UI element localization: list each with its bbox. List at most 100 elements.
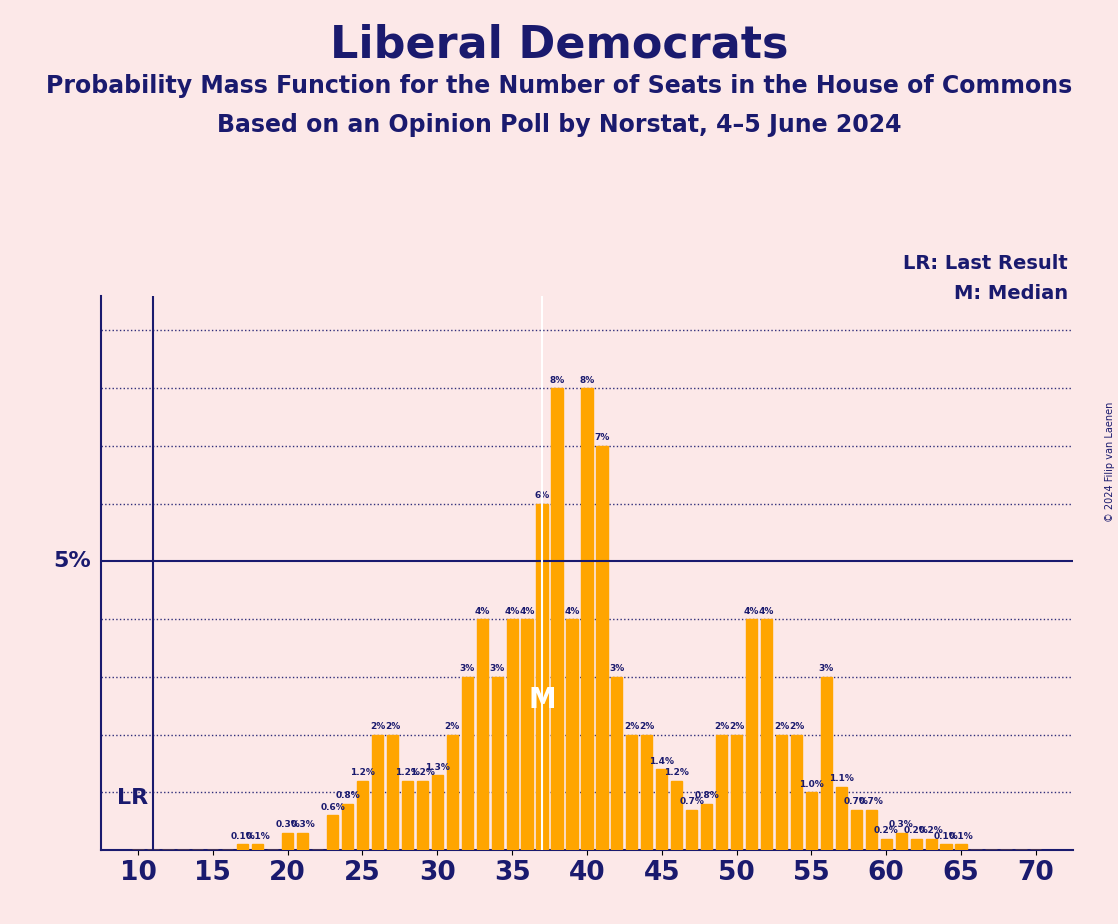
Text: 3%: 3% (818, 664, 834, 674)
Text: 0.2%: 0.2% (919, 826, 944, 835)
Bar (372, 735, 383, 850)
Text: 1.2%: 1.2% (395, 769, 420, 777)
Text: 0.2%: 0.2% (903, 826, 929, 835)
Bar (851, 809, 862, 850)
Text: LR: Last Result: LR: Last Result (903, 254, 1068, 274)
Text: 2%: 2% (445, 723, 459, 731)
Bar (956, 845, 967, 850)
Text: M: Median: M: Median (954, 284, 1068, 303)
Bar (476, 619, 487, 850)
Bar (656, 769, 667, 850)
Bar (282, 833, 293, 850)
Bar (297, 833, 309, 850)
Text: 2%: 2% (385, 723, 400, 731)
Bar (462, 676, 473, 850)
Text: 4%: 4% (759, 607, 774, 615)
Bar (746, 619, 757, 850)
Bar (581, 388, 593, 850)
Text: 2%: 2% (370, 723, 385, 731)
Text: 2%: 2% (714, 723, 729, 731)
Text: 0.8%: 0.8% (694, 792, 719, 800)
Bar (761, 619, 773, 850)
Text: 1.3%: 1.3% (425, 762, 449, 772)
Bar (537, 504, 548, 850)
Text: M: M (528, 686, 556, 714)
Text: LR: LR (117, 788, 149, 808)
Text: 8%: 8% (549, 376, 565, 384)
Bar (776, 735, 787, 850)
Text: 0.1%: 0.1% (934, 832, 958, 841)
Text: 0.7%: 0.7% (844, 797, 869, 806)
Text: 2%: 2% (624, 723, 639, 731)
Text: 2%: 2% (729, 723, 745, 731)
Text: 0.3%: 0.3% (889, 821, 913, 830)
Bar (417, 781, 428, 850)
Bar (716, 735, 727, 850)
Bar (357, 781, 368, 850)
Text: Liberal Democrats: Liberal Democrats (330, 23, 788, 67)
Bar (790, 735, 802, 850)
Bar (701, 804, 712, 850)
Text: © 2024 Filip van Laenen: © 2024 Filip van Laenen (1106, 402, 1115, 522)
Text: 4%: 4% (504, 607, 520, 615)
Bar (237, 845, 248, 850)
Bar (342, 804, 353, 850)
Bar (671, 781, 682, 850)
Bar (806, 793, 817, 850)
Bar (432, 775, 443, 850)
Bar (567, 619, 578, 850)
Bar (326, 816, 338, 850)
Text: 3%: 3% (459, 664, 475, 674)
Text: 1.2%: 1.2% (410, 769, 435, 777)
Text: 0.1%: 0.1% (230, 832, 255, 841)
Bar (821, 676, 832, 850)
Text: 4%: 4% (565, 607, 579, 615)
Bar (612, 676, 623, 850)
Bar (731, 735, 742, 850)
Text: 0.3%: 0.3% (291, 821, 315, 830)
Text: 3%: 3% (609, 664, 625, 674)
Text: Based on an Opinion Poll by Norstat, 4–5 June 2024: Based on an Opinion Poll by Norstat, 4–5… (217, 113, 901, 137)
Text: 0.7%: 0.7% (859, 797, 883, 806)
Bar (836, 786, 847, 850)
Text: 0.1%: 0.1% (949, 832, 974, 841)
Bar (865, 809, 877, 850)
Bar (506, 619, 518, 850)
Text: 0.7%: 0.7% (680, 797, 704, 806)
Text: 0.3%: 0.3% (275, 821, 300, 830)
Text: 3%: 3% (490, 664, 505, 674)
Text: 6%: 6% (534, 492, 550, 500)
Bar (926, 839, 937, 850)
Bar (551, 388, 562, 850)
Text: 0.8%: 0.8% (335, 792, 360, 800)
Text: 4%: 4% (743, 607, 759, 615)
Text: 4%: 4% (520, 607, 534, 615)
Text: 0.6%: 0.6% (320, 803, 345, 812)
Text: 1.2%: 1.2% (350, 769, 375, 777)
Bar (521, 619, 532, 850)
Text: 1.4%: 1.4% (650, 757, 674, 766)
Bar (387, 735, 398, 850)
Bar (401, 781, 413, 850)
Bar (940, 845, 951, 850)
Text: 2%: 2% (774, 723, 789, 731)
Bar (253, 845, 264, 850)
Text: 7%: 7% (595, 433, 609, 443)
Text: 8%: 8% (579, 376, 595, 384)
Bar (686, 809, 698, 850)
Bar (492, 676, 503, 850)
Bar (642, 735, 653, 850)
Text: 2%: 2% (639, 723, 654, 731)
Text: 4%: 4% (474, 607, 490, 615)
Text: 1.2%: 1.2% (664, 769, 689, 777)
Text: 5%: 5% (54, 552, 91, 571)
Text: Probability Mass Function for the Number of Seats in the House of Commons: Probability Mass Function for the Number… (46, 74, 1072, 98)
Bar (910, 839, 921, 850)
Bar (881, 839, 892, 850)
Text: 0.1%: 0.1% (245, 832, 271, 841)
Text: 1.0%: 1.0% (799, 780, 824, 789)
Text: 2%: 2% (789, 723, 804, 731)
Bar (626, 735, 637, 850)
Text: 0.2%: 0.2% (874, 826, 899, 835)
Bar (447, 735, 458, 850)
